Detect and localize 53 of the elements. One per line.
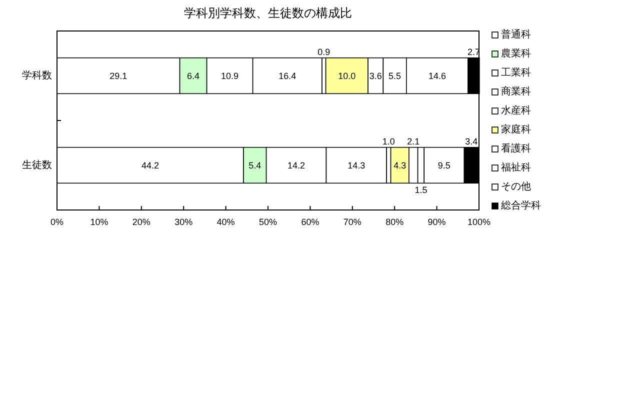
legend-label: 工業科 (501, 66, 531, 78)
x-tick-label: 90% (428, 217, 446, 227)
legend-item: 農業科 (492, 48, 531, 60)
x-tick-label: 40% (216, 217, 235, 227)
legend-label: 福祉科 (501, 162, 531, 174)
legend-label: 看護科 (501, 142, 531, 154)
data-label: 2.1 (407, 136, 420, 146)
y-tick-label: 学科数 (22, 69, 52, 82)
data-label: 3.4 (465, 136, 478, 146)
legend-item: 総合学科 (492, 200, 541, 212)
data-label: 1.0 (382, 136, 395, 146)
data-label: 29.1 (110, 70, 128, 81)
x-tick-label: 100% (467, 217, 491, 227)
data-label: 14.3 (348, 160, 366, 170)
legend-item: 福祉科 (492, 162, 531, 174)
x-tick-label: 50% (258, 217, 278, 227)
legend-item: 水産科 (492, 106, 531, 116)
data-label: 6.4 (187, 70, 200, 81)
x-tick-label: 80% (386, 217, 404, 227)
legend-item: 商業科 (492, 86, 531, 98)
data-label: 16.4 (278, 70, 296, 81)
x-tick-label: 70% (343, 217, 362, 227)
x-tick-label: 30% (174, 217, 193, 227)
legend-label: 水産科 (501, 104, 531, 116)
data-label: 14.2 (288, 160, 306, 170)
data-label: 44.2 (142, 160, 160, 170)
legend-label: 家庭科 (501, 124, 531, 136)
x-tick-label: 20% (132, 217, 150, 227)
data-label: 10.9 (221, 70, 239, 81)
y-tick-label: 生徒数 (22, 158, 52, 171)
legend-item: 普通科 (492, 30, 531, 40)
x-tick-label: 0% (50, 217, 64, 227)
data-label: 10.0 (338, 70, 356, 81)
data-label: 5.4 (248, 160, 262, 170)
data-label: 4.3 (394, 160, 406, 170)
legend-item: 家庭科 (492, 124, 531, 136)
legend-label: その他 (501, 180, 531, 192)
data-label: 3.6 (369, 70, 382, 81)
chart-title: 学科別学科数、生徒数の構成比 (184, 6, 352, 20)
x-tick-label: 60% (301, 217, 320, 227)
data-label: 5.5 (388, 70, 402, 81)
legend-item: その他 (492, 182, 531, 192)
data-label: 14.6 (428, 70, 446, 81)
legend-item: 看護科 (492, 144, 531, 154)
legend-label: 普通科 (501, 28, 531, 40)
data-label: 1.5 (414, 185, 428, 196)
legend-label: 総合学科 (500, 200, 541, 212)
x-tick-label: 10% (90, 217, 108, 227)
legend-label: 商業科 (501, 86, 531, 98)
legend-item: 工業科 (492, 68, 531, 78)
legend-label: 農業科 (501, 48, 531, 60)
data-label: 9.5 (438, 160, 450, 170)
data-label: 0.9 (318, 46, 330, 57)
